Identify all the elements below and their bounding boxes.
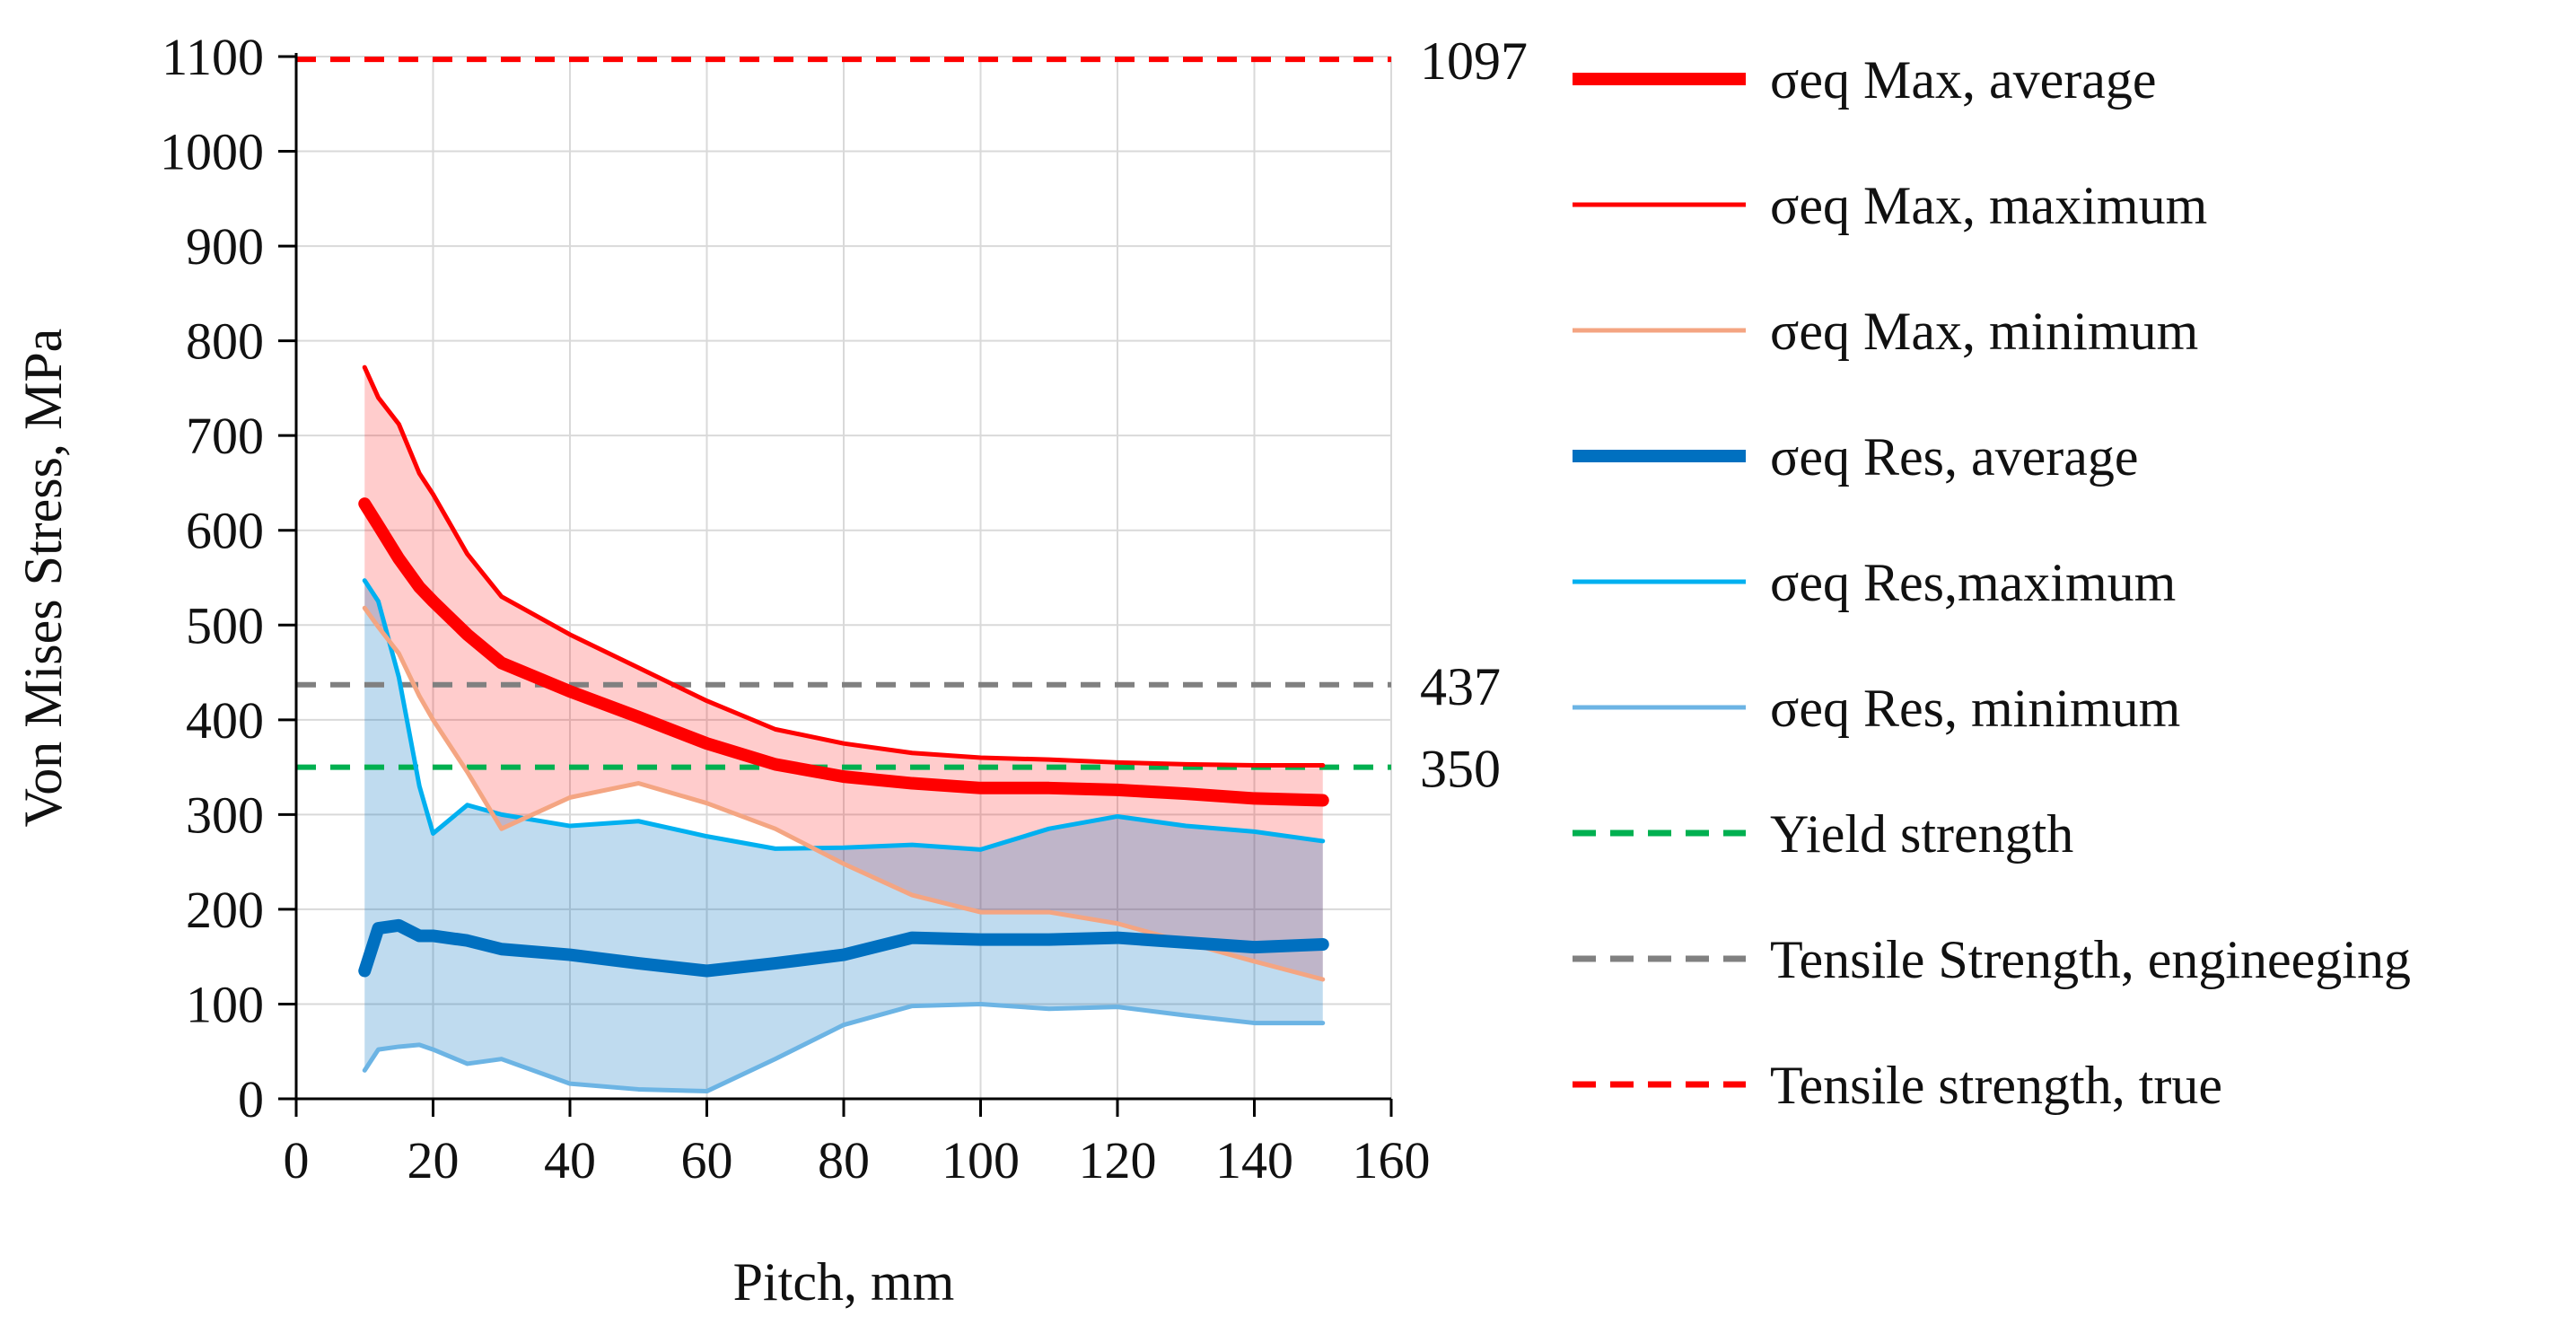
legend-label: σeq Res,maximum [1770, 553, 2176, 612]
series-line [362, 578, 1326, 852]
reference-value-label: 437 [1420, 657, 1501, 716]
range-band [364, 367, 1323, 980]
y-tick-labels: 0 100 200 300 400 500 600 700 800 900 1000 1100 [160, 28, 264, 1128]
x-tick-label: 40 [544, 1131, 596, 1189]
legend-label: σeq Max, maximum [1770, 176, 2207, 235]
y-tick-label: 400 [186, 691, 264, 750]
series-lines [358, 364, 1329, 1094]
x-tick-labels: 0 20 40 60 80 100 120 140 160 [284, 1131, 1431, 1189]
legend-label: σeq Res, minimum [1770, 679, 2180, 738]
legend-label: Yield strength [1770, 804, 2073, 864]
x-tick-label: 100 [942, 1131, 1020, 1189]
grid [296, 56, 1392, 1099]
series-line [358, 918, 1329, 978]
y-tick-label: 200 [186, 881, 264, 939]
y-axis-title: Von Mises Stress, MPa [13, 329, 73, 828]
legend-label: σeq Max, minimum [1770, 302, 2198, 361]
x-tick-label: 0 [284, 1131, 310, 1189]
reference-lines [296, 57, 1391, 770]
y-tick-label: 600 [186, 502, 264, 560]
legend-label: σeq Max, average [1770, 50, 2156, 110]
legend-label: Tensile strength, true [1770, 1056, 2222, 1115]
y-tick-label: 300 [186, 785, 264, 844]
y-tick-label: 1100 [162, 28, 264, 86]
x-tick-label: 120 [1079, 1131, 1157, 1189]
y-tick-label: 100 [186, 975, 264, 1033]
reference-value-label: 1097 [1420, 31, 1528, 91]
x-tick-label: 20 [407, 1131, 460, 1189]
legend-label: Tensile Strength, engineeging [1770, 930, 2411, 989]
series-line [358, 497, 1329, 807]
x-tick-label: 60 [681, 1131, 733, 1189]
reference-value-labels: 350 437 1097 [1420, 31, 1528, 798]
series-line [362, 1001, 1326, 1094]
axes [278, 53, 1393, 1117]
x-tick-label: 160 [1353, 1131, 1431, 1189]
series-line [362, 364, 1326, 768]
x-tick-label: 140 [1215, 1131, 1293, 1189]
series-line [362, 605, 1326, 982]
y-tick-label: 0 [238, 1070, 264, 1128]
y-tick-label: 1000 [160, 123, 264, 181]
reference-value-label: 350 [1420, 740, 1501, 799]
y-tick-label: 800 [186, 312, 264, 371]
x-tick-label: 80 [818, 1131, 870, 1189]
y-tick-label: 700 [186, 407, 264, 465]
legend-label: σeq Res, average [1770, 427, 2138, 487]
y-tick-label: 900 [186, 217, 264, 276]
x-axis-title: Pitch, mm [733, 1252, 955, 1312]
legend: σeq Max, average σeq Max, maximum σeq Max… [1573, 50, 2411, 1115]
y-tick-label: 500 [186, 596, 264, 654]
